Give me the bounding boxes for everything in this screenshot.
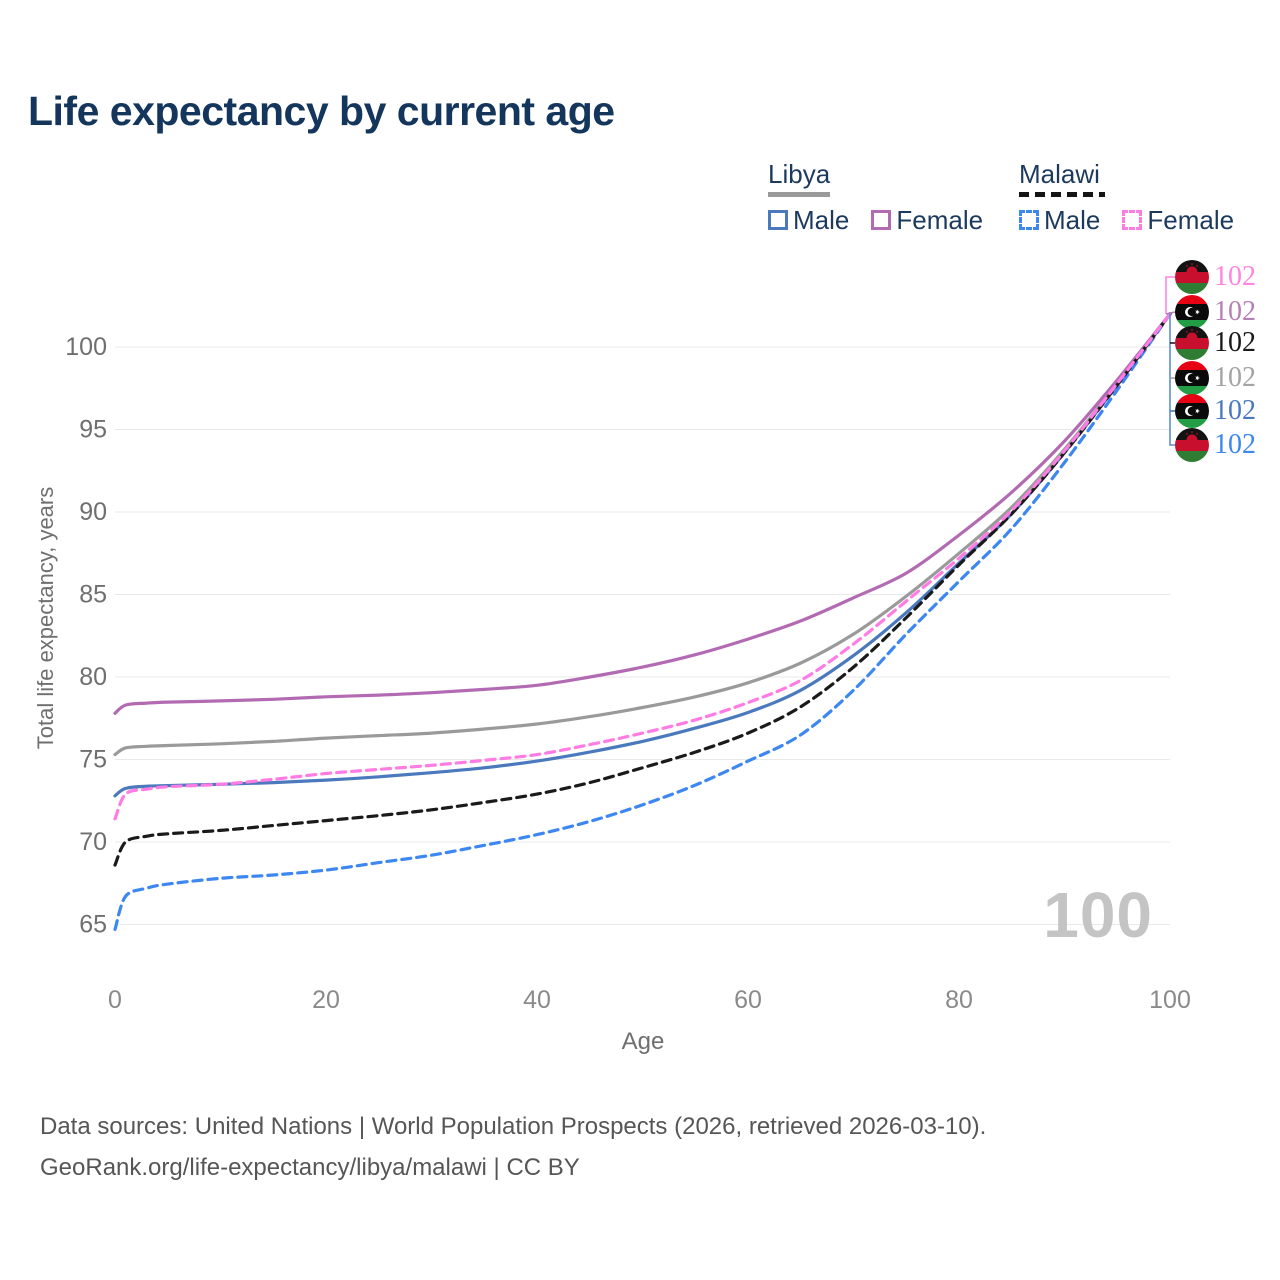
x-axis-title: Age [621, 1028, 665, 1055]
end-label-libya-female: 102 [1175, 295, 1256, 329]
end-value: 102 [1214, 362, 1256, 393]
series-line-libya [113, 312, 1172, 757]
libya-male-swatch-icon [768, 210, 788, 231]
end-label-libya: 102 [1175, 361, 1256, 395]
libya-flag-icon [1175, 394, 1209, 428]
libya-solid-line-swatch-icon [768, 191, 830, 197]
footer-attribution: GeoRank.org/life-expectancy/libya/malawi… [40, 1154, 580, 1182]
x-tick-label-20: 20 [312, 986, 340, 1014]
end-value: 102 [1214, 327, 1256, 358]
series-line-libya-female [113, 312, 1172, 715]
footer-data-sources: Data sources: United Nations | World Pop… [40, 1113, 987, 1140]
y-tick-label-100: 100 [65, 333, 107, 361]
page-title: Life expectancy by current age [28, 88, 615, 134]
x-tick-label-40: 40 [523, 986, 551, 1014]
x-tick-label-60: 60 [734, 986, 762, 1014]
libya-flag-icon [1175, 295, 1209, 329]
malawi-dashed-line-swatch-icon [1019, 191, 1105, 197]
libya-female-swatch-icon [871, 210, 892, 231]
legend-country-malawi-label: Malawi [1019, 159, 1100, 189]
x-tick-label-100: 100 [1149, 986, 1191, 1014]
legend-item-label: Female [1147, 204, 1235, 235]
series-line-malawi [113, 312, 1172, 867]
legend-item-label: Female [896, 204, 984, 235]
leader-tick [1165, 311, 1176, 315]
end-label-malawi-female: 102 [1175, 260, 1256, 294]
x-tick-label-80: 80 [945, 986, 973, 1014]
end-label-malawi-male: 102 [1175, 428, 1256, 462]
legend-items-malawi: Male Female [1019, 205, 1234, 236]
malawi-flag-icon [1175, 260, 1209, 294]
age-counter-watermark: 100 [1043, 879, 1153, 951]
y-tick-label-80: 80 [79, 663, 107, 691]
malawi-female-swatch-icon [1122, 210, 1143, 231]
y-tick-label-75: 75 [79, 746, 107, 774]
footer: Data sources: United Nations | World Pop… [40, 1106, 986, 1189]
series-line-malawi-female [113, 312, 1172, 821]
legend-group-libya: Libya Male Female [768, 160, 983, 236]
x-tick-label-0: 0 [108, 986, 122, 1014]
legend-item-malawi-male[interactable]: Male [1019, 205, 1100, 236]
end-value: 102 [1214, 395, 1256, 426]
series-line-libya-male [113, 312, 1172, 798]
y-tick-label-95: 95 [79, 416, 107, 444]
end-label-libya-male: 102 [1175, 394, 1256, 428]
legend-item-label: Male [1044, 204, 1101, 235]
y-tick-label-65: 65 [79, 911, 107, 939]
end-value: 102 [1214, 429, 1256, 460]
leader-line-top [1165, 276, 1175, 314]
y-tick-label-90: 90 [79, 498, 107, 526]
legend-item-libya-male[interactable]: Male [768, 205, 849, 236]
malawi-flag-icon [1175, 428, 1209, 462]
series-line-malawi-male [113, 312, 1172, 931]
malawi-flag-icon [1175, 326, 1209, 360]
legend-country-libya[interactable]: Libya [768, 160, 983, 197]
y-tick-label-85: 85 [79, 581, 107, 609]
leader-line-bottom [1169, 314, 1175, 446]
legend-country-libya-label: Libya [768, 159, 831, 189]
end-label-malawi: 102 [1175, 326, 1256, 360]
y-tick-label-70: 70 [79, 828, 107, 856]
legend-group-malawi: Malawi Male Female [1019, 160, 1234, 236]
end-value: 102 [1214, 261, 1256, 292]
legend-item-malawi-female[interactable]: Female [1122, 205, 1234, 236]
end-value: 102 [1214, 296, 1256, 327]
libya-flag-icon [1175, 361, 1209, 395]
legend-items-libya: Male Female [768, 205, 983, 236]
malawi-male-swatch-icon [1019, 210, 1039, 231]
legend-item-libya-female[interactable]: Female [871, 205, 983, 236]
legend-item-label: Male [793, 204, 850, 235]
legend-country-malawi[interactable]: Malawi [1019, 160, 1234, 197]
y-axis-title: Total life expectancy, years [33, 486, 58, 750]
